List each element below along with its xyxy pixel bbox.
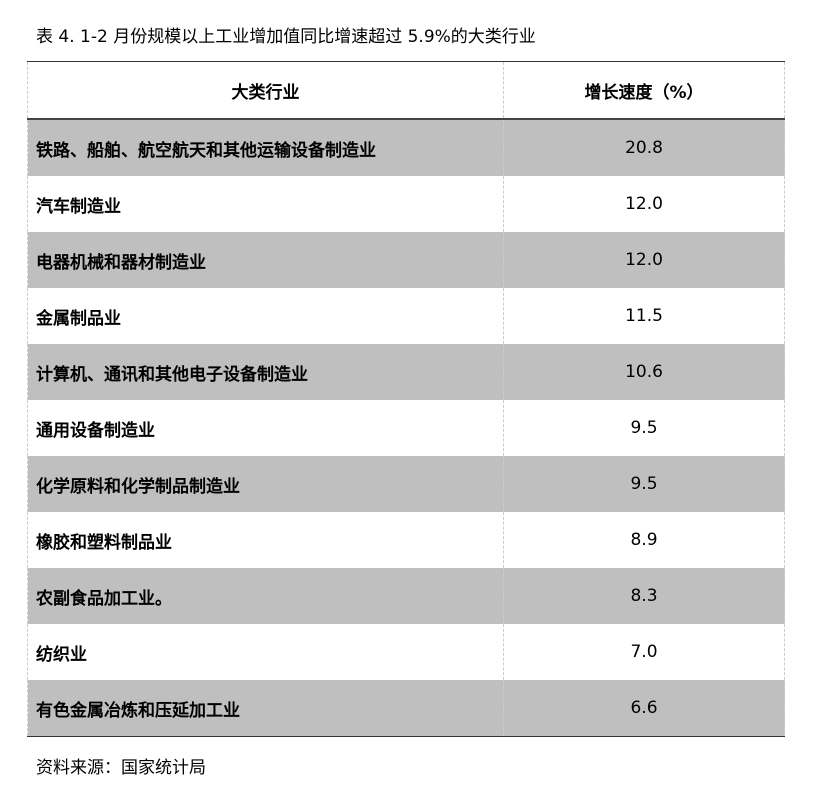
growth-cell: 12.0 (503, 232, 785, 288)
table-row: 铁路、船舶、航空航天和其他运输设备制造业 20.8 (27, 119, 785, 176)
table-row: 纺织业 7.0 (27, 624, 785, 680)
growth-cell: 6.6 (503, 680, 785, 737)
industry-cell: 汽车制造业 (27, 176, 504, 232)
growth-cell: 12.0 (503, 176, 785, 232)
growth-cell: 9.5 (503, 456, 785, 512)
industry-cell: 电器机械和器材制造业 (27, 232, 504, 288)
table-row: 农副食品加工业。 8.3 (27, 568, 785, 624)
table-title: 表 4. 1-2 月份规模以上工业增加值同比增速超过 5.9%的大类行业 (36, 27, 536, 47)
industry-cell: 化学原料和化学制品制造业 (27, 456, 504, 512)
table-row: 化学原料和化学制品制造业 9.5 (27, 456, 785, 512)
growth-cell: 8.9 (503, 512, 785, 568)
growth-cell: 11.5 (503, 288, 785, 344)
growth-cell: 20.8 (503, 119, 785, 176)
table-row: 橡胶和塑料制品业 8.9 (27, 512, 785, 568)
table-row: 电器机械和器材制造业 12.0 (27, 232, 785, 288)
table-row: 汽车制造业 12.0 (27, 176, 785, 232)
industry-cell: 有色金属冶炼和压延加工业 (27, 680, 504, 737)
table-row: 计算机、通讯和其他电子设备制造业 10.6 (27, 344, 785, 400)
table-row: 通用设备制造业 9.5 (27, 400, 785, 456)
industry-cell: 铁路、船舶、航空航天和其他运输设备制造业 (27, 119, 504, 176)
growth-cell: 9.5 (503, 400, 785, 456)
header-growth: 增长速度（%） (503, 61, 785, 120)
table-row: 金属制品业 11.5 (27, 288, 785, 344)
header-industry: 大类行业 (27, 61, 504, 120)
industry-cell: 橡胶和塑料制品业 (27, 512, 504, 568)
industry-cell: 农副食品加工业。 (27, 568, 504, 624)
table-header-row: 大类行业 增长速度（%） (27, 61, 785, 120)
source-note: 资料来源：国家统计局 (36, 758, 206, 778)
industry-cell: 计算机、通讯和其他电子设备制造业 (27, 344, 504, 400)
growth-cell: 7.0 (503, 624, 785, 680)
industry-cell: 纺织业 (27, 624, 504, 680)
industry-cell: 金属制品业 (27, 288, 504, 344)
table-row: 有色金属冶炼和压延加工业 6.6 (27, 680, 785, 737)
industry-growth-table: 大类行业 增长速度（%） 铁路、船舶、航空航天和其他运输设备制造业 20.8 汽车制… (27, 61, 785, 737)
growth-cell: 10.6 (503, 344, 785, 400)
industry-cell: 通用设备制造业 (27, 400, 504, 456)
growth-cell: 8.3 (503, 568, 785, 624)
